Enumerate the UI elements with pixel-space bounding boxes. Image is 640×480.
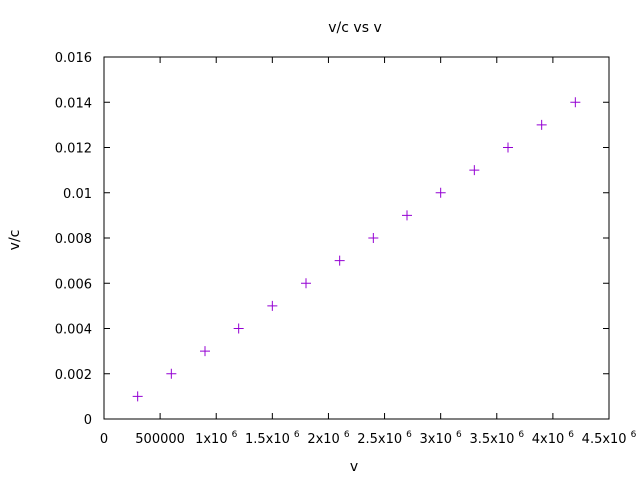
x-tick-exponent: 6 [568,430,574,440]
data-point [469,165,480,176]
data-points [132,97,581,402]
x-tick-mantissa: 3.5x10 [469,432,514,447]
y-tick-label: 0.014 [55,96,92,111]
x-tick-label: 4x10 6 [532,430,575,447]
x-tick-label: 4.5x10 6 [582,430,637,447]
x-tick-mantissa: 4.5x10 [582,432,627,447]
x-tick-label: 500000 [135,432,185,447]
x-tick-mantissa: 1x10 [195,432,228,447]
x-tick-label: 1x10 6 [195,430,238,447]
y-tick-label: 0.016 [55,51,92,66]
x-tick-mantissa: 2.5x10 [357,432,402,447]
data-point [233,323,244,334]
data-point [435,187,446,198]
x-tick-exponent: 6 [344,430,350,440]
y-axis-title: v/c [7,230,23,251]
x-tick-exponent: 6 [631,430,637,440]
x-tick-exponent: 6 [518,430,524,440]
x-tick-mantissa: 4x10 [532,432,565,447]
x-tick-exponent: 6 [294,430,300,440]
x-axis-title: v [350,459,358,475]
data-point [166,368,177,379]
axis-ticks [103,56,610,420]
x-tick-mantissa: 2x10 [307,432,340,447]
x-tick-label: 2.5x10 6 [357,430,412,447]
x-tick-exponent: 6 [232,430,238,440]
y-tick-label: 0.012 [55,142,92,157]
data-point [301,278,311,289]
plot-frame [103,56,610,420]
data-point [536,119,547,130]
x-tick-exponent: 6 [456,430,462,440]
x-tick-label: 2x10 6 [307,430,350,447]
y-tick-labels: 0 0.002 0.004 0.006 0.008 0.01 0.012 0.014 0.016 [55,51,92,428]
x-tick-label: 0 [100,432,108,447]
data-point [132,391,143,402]
data-point [267,300,278,311]
x-tick-mantissa: 500000 [135,432,185,447]
chart-title: v/c vs v [328,20,381,36]
data-point [200,346,210,357]
x-tick-mantissa: 1.5x10 [245,432,290,447]
data-point [334,255,345,266]
y-tick-label: 0 [84,413,92,428]
data-point [402,210,412,221]
x-tick-mantissa: 3x10 [420,432,453,447]
y-tick-label: 0.008 [55,232,92,247]
x-tick-label: 3.5x10 6 [469,430,524,447]
x-tick-label: 1.5x10 6 [245,430,300,447]
x-tick-exponent: 6 [406,430,412,440]
data-point [503,142,513,153]
x-tick-label: 3x10 6 [420,430,463,447]
x-tick-labels: 0 500000 1x10 6 1.5x10 6 2x10 6 2.5x10 6 3x10 6 3.5x… [100,430,637,447]
data-point [368,233,379,243]
y-tick-label: 0.004 [55,323,92,338]
data-point [570,97,581,108]
y-tick-label: 0.006 [55,277,92,292]
y-tick-label: 0.002 [55,368,92,383]
x-tick-mantissa: 0 [100,432,108,447]
y-tick-label: 0.01 [63,187,92,202]
